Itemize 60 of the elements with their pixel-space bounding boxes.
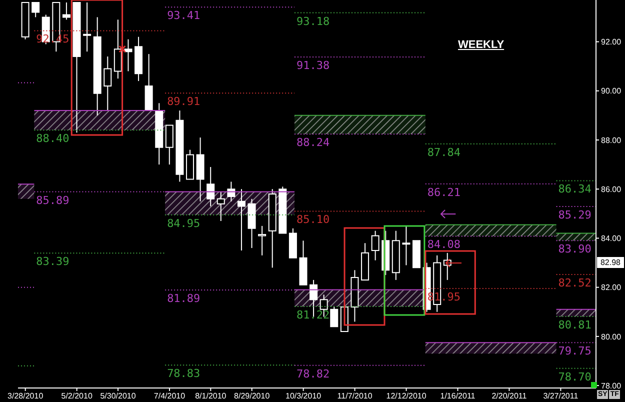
y-tick-label: 88.00 — [601, 136, 622, 145]
series-label: 80.81 — [558, 318, 592, 332]
annotation: 82.98 — [597, 257, 624, 268]
x-tick-label: 5/2/2010 — [61, 392, 93, 401]
candlestick — [237, 188, 246, 251]
x-tick-label: 3/28/2010 — [8, 392, 44, 401]
x-tick-label: 5/30/2010 — [100, 392, 136, 401]
y-tick-label: 92.00 — [601, 38, 622, 47]
candlestick — [206, 166, 215, 207]
series-label: 85.29 — [558, 208, 592, 222]
x-tick-label: 10/3/2010 — [286, 392, 322, 401]
y-tick-label: 78.00 — [601, 381, 622, 390]
candlestick — [104, 56, 112, 112]
x-tick-label: 1/16/2011 — [440, 392, 476, 401]
series-label: 83.39 — [36, 255, 70, 268]
series-label: 79.75 — [558, 344, 592, 358]
series-label: 93.18 — [296, 14, 330, 28]
x-tick-label: 11/7/2010 — [337, 392, 373, 401]
x-tick-label: 3/27/2011 — [543, 392, 579, 401]
series-label: 93.41 — [167, 9, 200, 22]
series-label: 88.40 — [36, 132, 70, 146]
text: WEEKLY — [458, 39, 504, 51]
candlestick — [62, 2, 70, 20]
series-label: 89.91 — [167, 95, 200, 108]
series-label: 78.82 — [296, 367, 330, 380]
series-label: 84.08 — [427, 238, 461, 252]
series-label: 78.83 — [167, 367, 200, 380]
x-tick-label: 8/29/2010 — [234, 392, 270, 401]
candlestick — [371, 230, 380, 261]
y-tick-label: 84.00 — [601, 234, 622, 244]
series-label: 85.89 — [36, 194, 70, 207]
y-tick-label: 80.00 — [601, 332, 622, 342]
candlestick — [32, 2, 40, 18]
candlestick — [124, 38, 132, 72]
candlestick — [330, 306, 338, 328]
series-label: 82.52 — [558, 276, 592, 290]
series-label: 81.89 — [167, 292, 200, 306]
series-label: 81.22 — [296, 308, 330, 322]
y-tick-label: 82.00 — [601, 283, 622, 292]
candlestick — [216, 191, 225, 222]
x-tick-label: 12/12/2010 — [386, 392, 427, 401]
series-label: 83.90 — [558, 242, 592, 256]
candlestick — [114, 19, 122, 80]
candlestick — [227, 181, 236, 202]
x-tick-label: 8/1/2010 — [195, 392, 227, 401]
series-label: 87.84 — [427, 146, 461, 159]
series-label: 85.10 — [296, 213, 330, 226]
series-label: 86.21 — [427, 186, 461, 199]
x-tick-label: 2/20/2011 — [492, 392, 528, 401]
series-label: 84.95 — [167, 216, 200, 230]
series-label: 86.34 — [558, 182, 592, 196]
candlestick — [258, 225, 266, 256]
candlestick — [165, 124, 174, 166]
series-label: 91.38 — [296, 58, 330, 72]
series-label: 88.24 — [296, 136, 330, 150]
y-tick-label: 90.00 — [601, 86, 622, 96]
series-label: 78.70 — [558, 370, 592, 384]
x-tick-label: 7/4/2010 — [154, 392, 186, 401]
candlestick — [402, 225, 410, 266]
y-tick-label: 86.00 — [601, 184, 622, 194]
